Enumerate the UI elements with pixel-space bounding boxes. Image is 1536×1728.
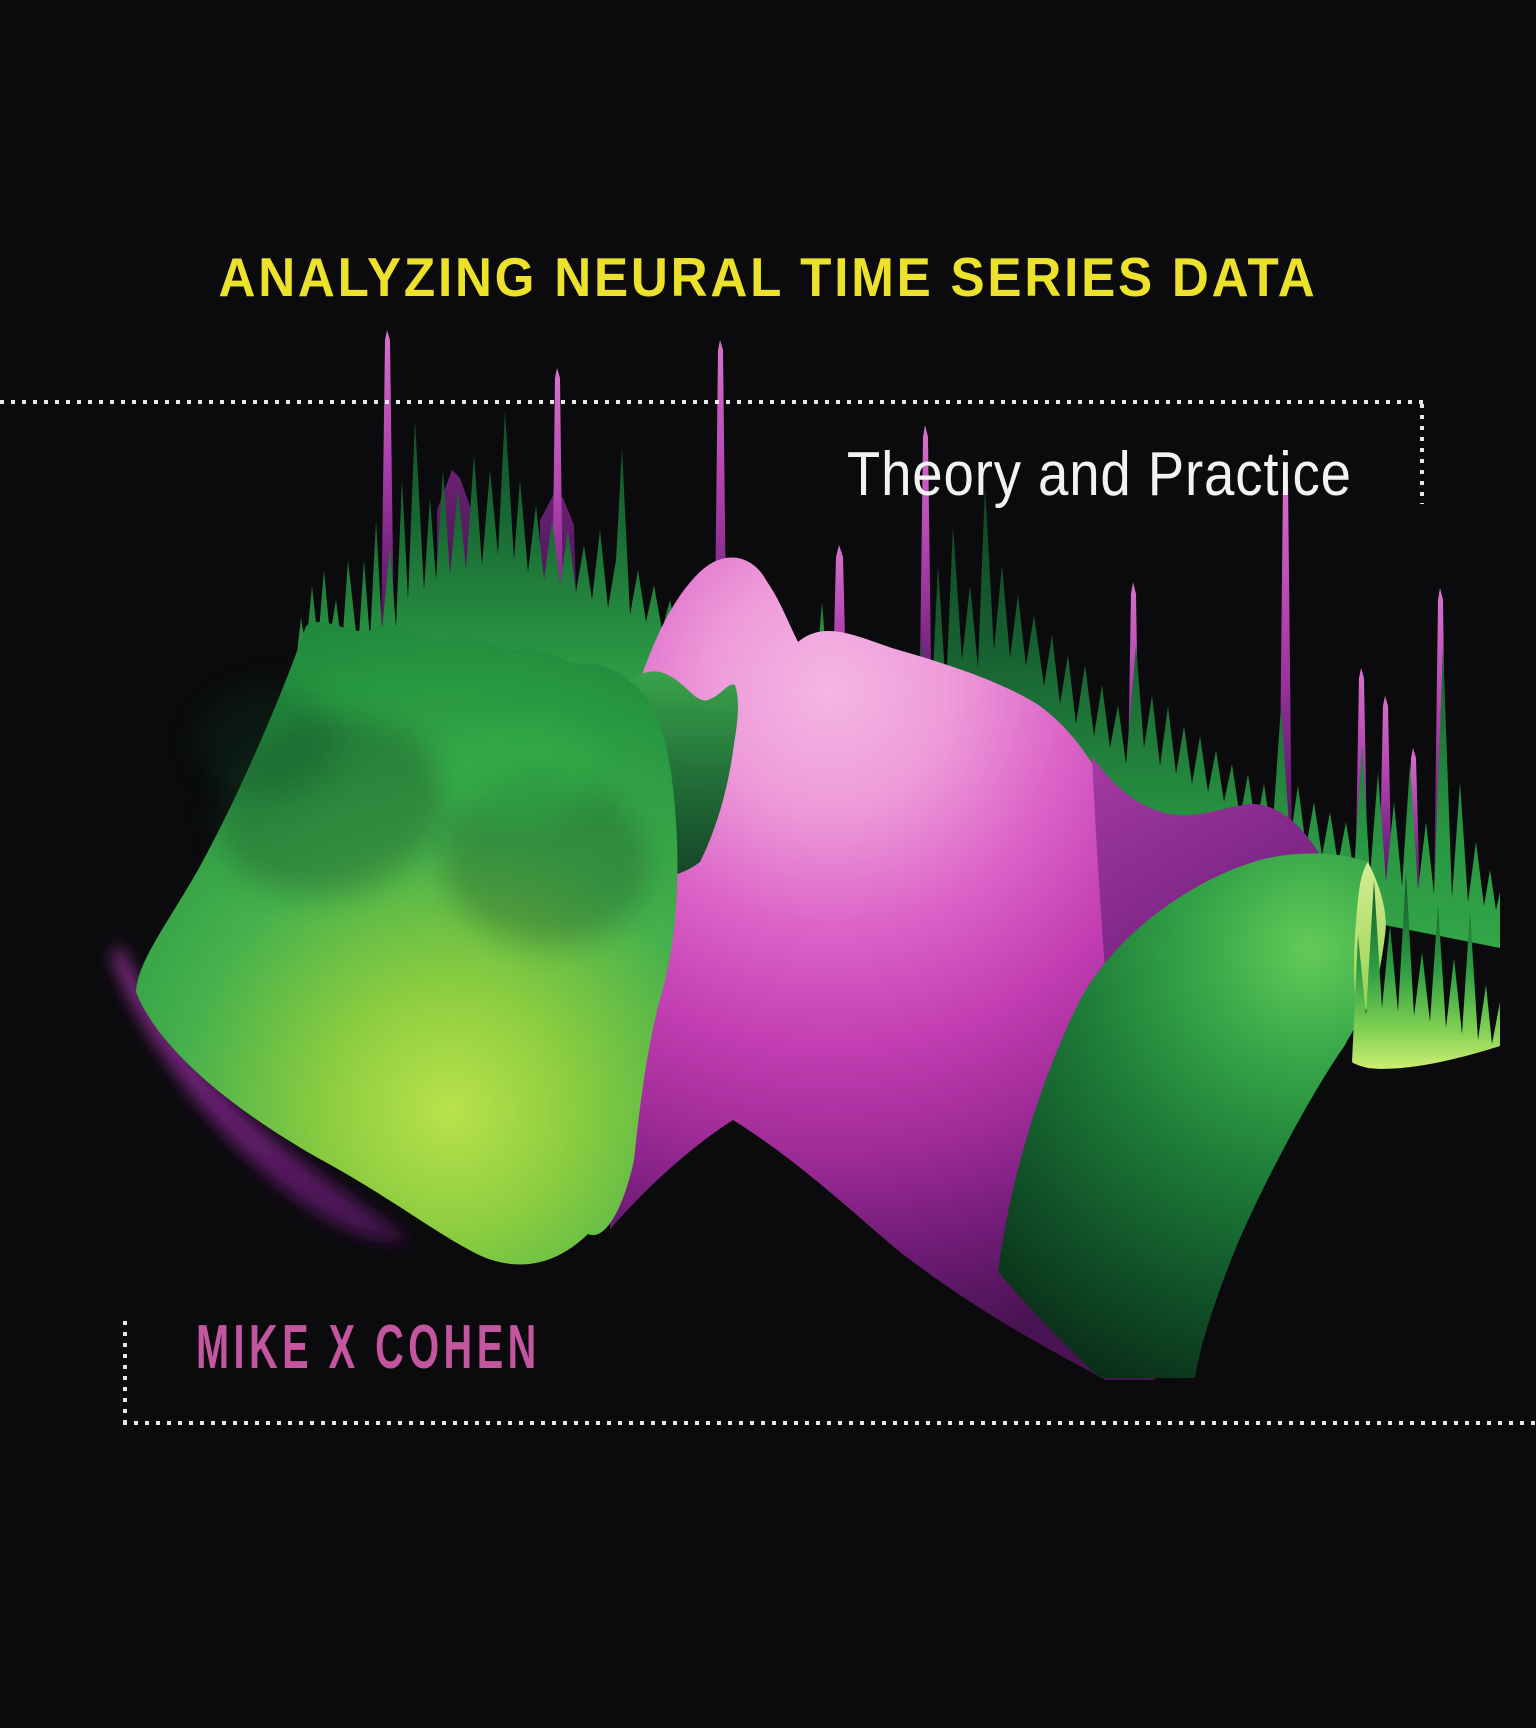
valley-silhouette bbox=[498, 1120, 1110, 1382]
book-subtitle: Theory and Practice bbox=[847, 440, 1352, 509]
mound-contour-shading bbox=[198, 687, 650, 946]
book-author: MIKE X COHEN bbox=[196, 1313, 541, 1382]
green-wave bbox=[998, 853, 1386, 1378]
book-title: ANALYZING NEURAL TIME SERIES DATA bbox=[218, 246, 1318, 308]
contour-blob bbox=[198, 687, 338, 797]
dotted-line-bottom bbox=[123, 1421, 1536, 1425]
dotted-line-right-stub bbox=[1420, 404, 1424, 504]
dotted-line-top bbox=[0, 400, 1424, 404]
front-spike-cluster bbox=[1352, 872, 1500, 1069]
dotted-line-left-stub bbox=[123, 1321, 127, 1421]
contour-highlight bbox=[440, 720, 600, 824]
